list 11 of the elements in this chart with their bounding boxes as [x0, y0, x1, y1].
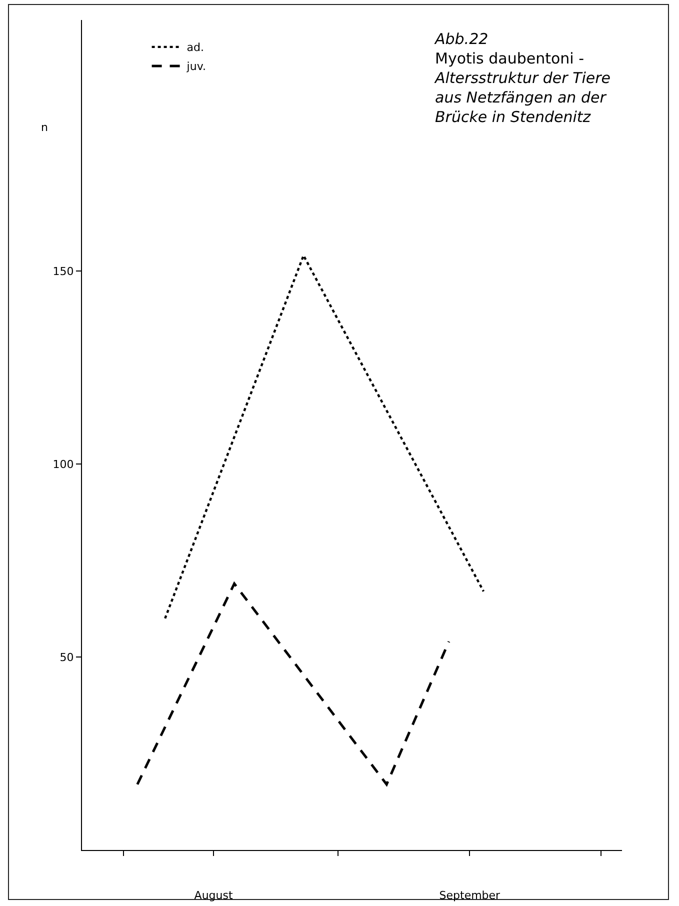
- legend-label: ad.: [186, 41, 204, 54]
- y-tick-label: 50: [60, 650, 74, 664]
- x-tick-label: August: [194, 889, 234, 902]
- legend-label: juv.: [186, 60, 206, 74]
- text: Myotis daubentoni -: [435, 50, 584, 68]
- y-tick-label: 150: [52, 264, 74, 278]
- y-axis-title: n: [41, 121, 48, 134]
- annotation: Altersstruktur der Tiere aus Netzfängen an der Brücke in Stendenitz: [434, 69, 611, 126]
- text: Abb.22: [434, 30, 488, 48]
- x-tick-label: September: [439, 889, 501, 902]
- y-tick-label: 100: [52, 458, 74, 471]
